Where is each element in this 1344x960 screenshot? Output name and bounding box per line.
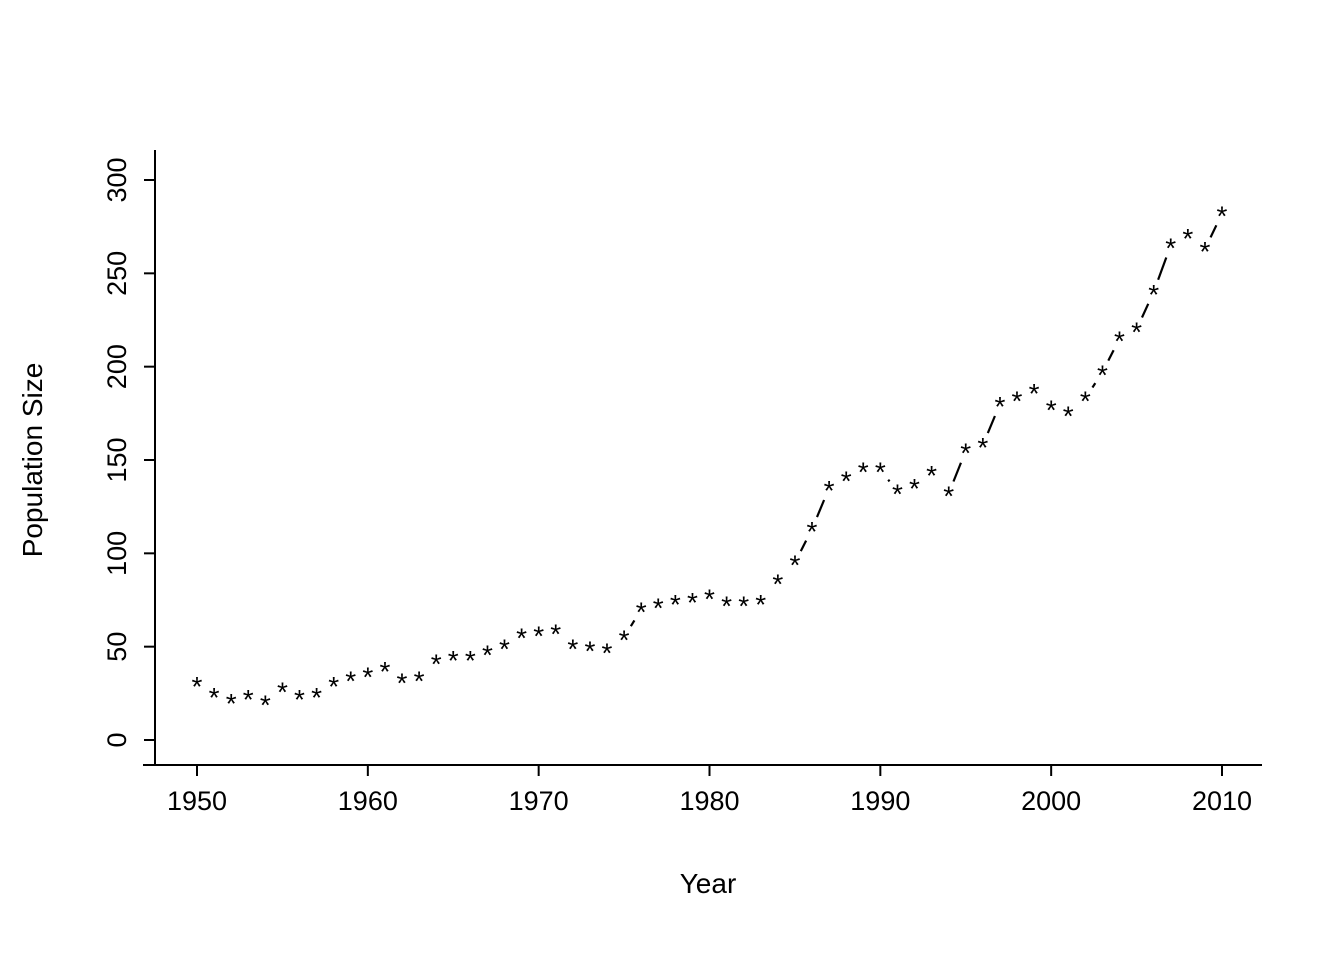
data-point: * — [1114, 326, 1125, 357]
data-point: * — [1199, 236, 1210, 267]
data-point: * — [567, 634, 578, 665]
x-tick-label: 2010 — [1192, 786, 1252, 816]
data-point: * — [670, 589, 681, 620]
data-point: * — [602, 637, 613, 668]
data-point: * — [243, 684, 254, 715]
data-point: * — [772, 568, 783, 599]
data-point: * — [550, 619, 561, 650]
data-point: * — [1012, 385, 1023, 416]
connector-segment — [1209, 224, 1218, 238]
data-point: * — [1165, 232, 1176, 263]
data-point: * — [636, 596, 647, 627]
data-point: * — [755, 589, 766, 620]
connector-segment — [629, 619, 636, 627]
x-axis-label: Year — [680, 868, 737, 899]
y-tick-label: 150 — [102, 437, 132, 482]
data-point: * — [858, 456, 869, 487]
data-point: * — [704, 583, 715, 614]
y-tick-label: 200 — [102, 344, 132, 389]
y-tick-label: 250 — [102, 251, 132, 296]
data-series: * * * * * * * * * * * * * ** * * * * * * * * * * ** * * * * * * ***** * *… — [192, 201, 1228, 721]
data-point: * — [533, 621, 544, 652]
connector-segment — [799, 540, 808, 552]
data-point: * — [926, 460, 937, 491]
data-point: * — [328, 671, 339, 702]
data-point: * — [311, 682, 322, 713]
data-point: * — [909, 473, 920, 504]
connector-segment — [815, 499, 826, 518]
data-point: * — [1029, 378, 1040, 409]
connector-segment — [887, 479, 891, 483]
data-point: * — [1046, 395, 1057, 426]
connector-segment — [1091, 382, 1097, 389]
data-point: * — [516, 622, 527, 653]
data-point: * — [875, 456, 886, 487]
data-point: * — [738, 591, 749, 622]
connector-segment — [1107, 349, 1115, 362]
data-point: * — [687, 587, 698, 618]
y-tick-label: 0 — [102, 732, 132, 747]
data-point: * — [362, 662, 373, 693]
data-point: * — [1080, 385, 1091, 416]
data-point: * — [1217, 201, 1228, 232]
data-point: * — [1148, 279, 1159, 310]
data-point: * — [824, 475, 835, 506]
data-point: * — [414, 665, 425, 696]
x-tick-label: 1960 — [338, 786, 398, 816]
x-tick-label: 2000 — [1021, 786, 1081, 816]
data-point: * — [1131, 316, 1142, 347]
axes: 1950 1960 1970 1980 1990 2000 2010 0 50 100 150 200… — [102, 150, 1262, 816]
data-point: * — [789, 550, 800, 581]
data-point: * — [943, 481, 954, 512]
x-tick-label: 1950 — [167, 786, 227, 816]
data-point: * — [584, 636, 595, 667]
data-point: * — [1097, 359, 1108, 390]
data-point: * — [345, 665, 356, 696]
data-point: * — [994, 391, 1005, 422]
connector-segment — [986, 415, 996, 434]
data-point: * — [977, 432, 988, 463]
connector-segment — [952, 462, 962, 482]
data-point: * — [448, 645, 459, 676]
y-tick-label: 100 — [102, 531, 132, 576]
connector-segment — [1140, 303, 1150, 318]
data-point: * — [619, 624, 630, 655]
data-point: * — [1063, 400, 1074, 431]
data-point: * — [482, 639, 493, 670]
x-tick-label: 1970 — [509, 786, 569, 816]
data-point: * — [397, 667, 408, 698]
data-point: * — [960, 438, 971, 469]
x-tick-label: 1980 — [679, 786, 739, 816]
data-point: * — [192, 671, 203, 702]
data-point: * — [465, 645, 476, 676]
data-point: * — [499, 634, 510, 665]
data-point: * — [431, 649, 442, 680]
data-point: * — [294, 684, 305, 715]
data-point: * — [226, 688, 237, 719]
y-tick-label: 50 — [102, 632, 132, 662]
data-point: * — [807, 516, 818, 547]
data-point: * — [653, 593, 664, 624]
data-point: * — [1182, 223, 1193, 254]
data-point: * — [260, 690, 271, 721]
connector-segment — [1157, 257, 1168, 281]
y-tick-label: 300 — [102, 157, 132, 202]
data-point: * — [209, 682, 220, 713]
y-axis-label: Population Size — [17, 363, 48, 558]
data-point: * — [892, 479, 903, 510]
data-point: * — [721, 591, 732, 622]
data-point: * — [277, 677, 288, 708]
data-point: * — [379, 656, 390, 687]
x-tick-label: 1990 — [850, 786, 910, 816]
data-point: * — [841, 466, 852, 497]
